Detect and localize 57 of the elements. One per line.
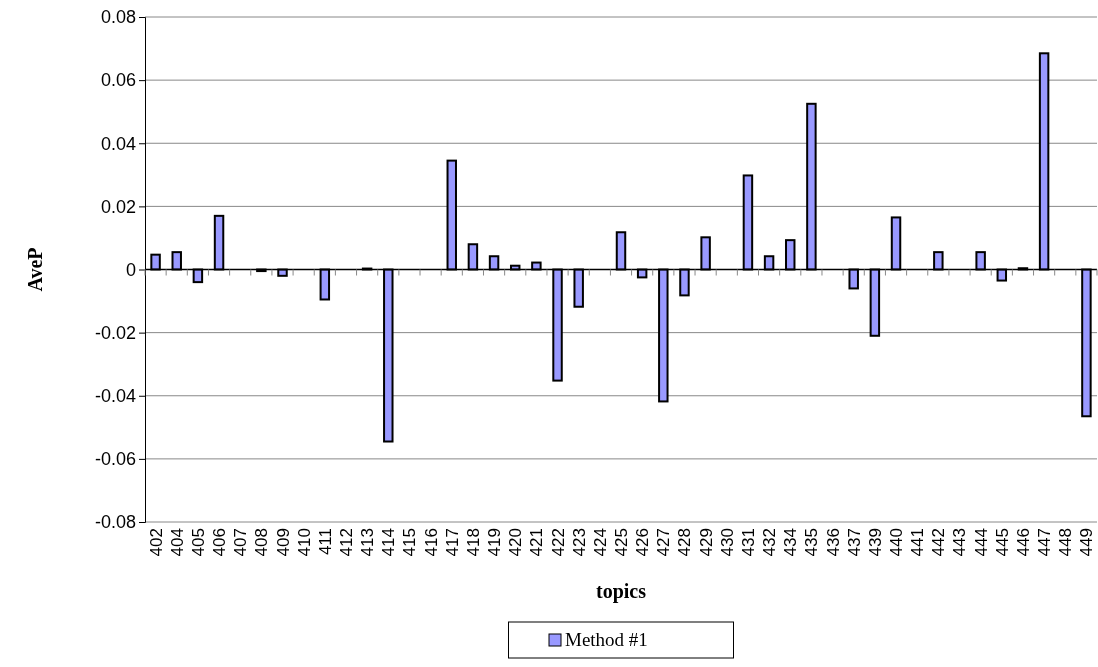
x-tick-label: 412: [336, 528, 356, 557]
x-tick-label: 431: [738, 528, 758, 557]
x-tick-label: 409: [273, 528, 293, 557]
x-tick-label: 417: [442, 528, 462, 557]
x-tick-label: 406: [210, 528, 230, 557]
x-tick-label: 427: [654, 528, 674, 557]
x-tick-label: 441: [908, 528, 928, 557]
x-tick-label: 440: [887, 528, 907, 557]
x-tick-label: 407: [231, 528, 251, 557]
x-tick-label: 426: [633, 528, 653, 557]
x-tick-label: 443: [950, 528, 970, 557]
x-tick-label: 408: [252, 528, 272, 557]
x-tick-label: 447: [1035, 528, 1055, 557]
y-tick-label: 0.04: [100, 133, 136, 154]
y-tick-label: 0.02: [100, 196, 136, 217]
x-tick-label: 421: [527, 528, 547, 557]
x-tick-label: 404: [167, 528, 187, 557]
x-tick-label: 402: [146, 528, 166, 557]
x-tick-label: 444: [971, 528, 991, 557]
x-axis-title: topics: [596, 580, 647, 603]
x-tick-label: 432: [760, 528, 780, 557]
x-tick-label: 437: [844, 528, 864, 557]
x-tick-label: 414: [379, 528, 399, 557]
y-tick-label: 0.08: [100, 7, 136, 28]
x-tick-label: 415: [400, 528, 420, 557]
x-tick-label: 442: [929, 528, 949, 557]
x-tick-label: 418: [463, 528, 483, 557]
x-tick-label: 423: [569, 528, 589, 557]
y-axis-title: AveP: [24, 247, 46, 292]
x-tick-label: 449: [1077, 528, 1097, 557]
x-tick-label: 422: [548, 528, 568, 557]
x-tick-label: 413: [358, 528, 378, 557]
x-tick-label: 419: [485, 528, 505, 557]
x-tick-label: 420: [506, 528, 526, 557]
x-tick-label: 405: [188, 528, 208, 557]
x-tick-label: 429: [696, 528, 716, 557]
x-tick-label: 410: [294, 528, 314, 557]
y-tick-label: -0.02: [94, 322, 136, 343]
x-tick-label: 439: [865, 528, 885, 557]
x-tick-label: 416: [421, 528, 441, 557]
x-tick-label: 430: [717, 528, 737, 557]
x-tick-label: 446: [1013, 528, 1033, 557]
y-tick-label: 0.06: [100, 70, 136, 91]
y-tick-label: 0: [125, 259, 136, 280]
x-tick-label: 424: [590, 528, 610, 557]
y-tick-label: -0.06: [94, 449, 136, 470]
x-tick-label: 428: [675, 528, 695, 557]
x-tick-label: 445: [992, 528, 1012, 557]
x-tick-label: 436: [823, 528, 843, 557]
y-tick-label: -0.04: [94, 386, 136, 407]
y-tick-label: -0.08: [94, 512, 136, 533]
legend-label: Method #1: [565, 629, 648, 650]
x-tick-label: 411: [315, 528, 335, 556]
x-tick-label: 448: [1056, 528, 1076, 557]
x-tick-label: 435: [802, 528, 822, 557]
x-tick-label: 425: [612, 528, 631, 557]
x-tick-label: 434: [781, 528, 801, 557]
